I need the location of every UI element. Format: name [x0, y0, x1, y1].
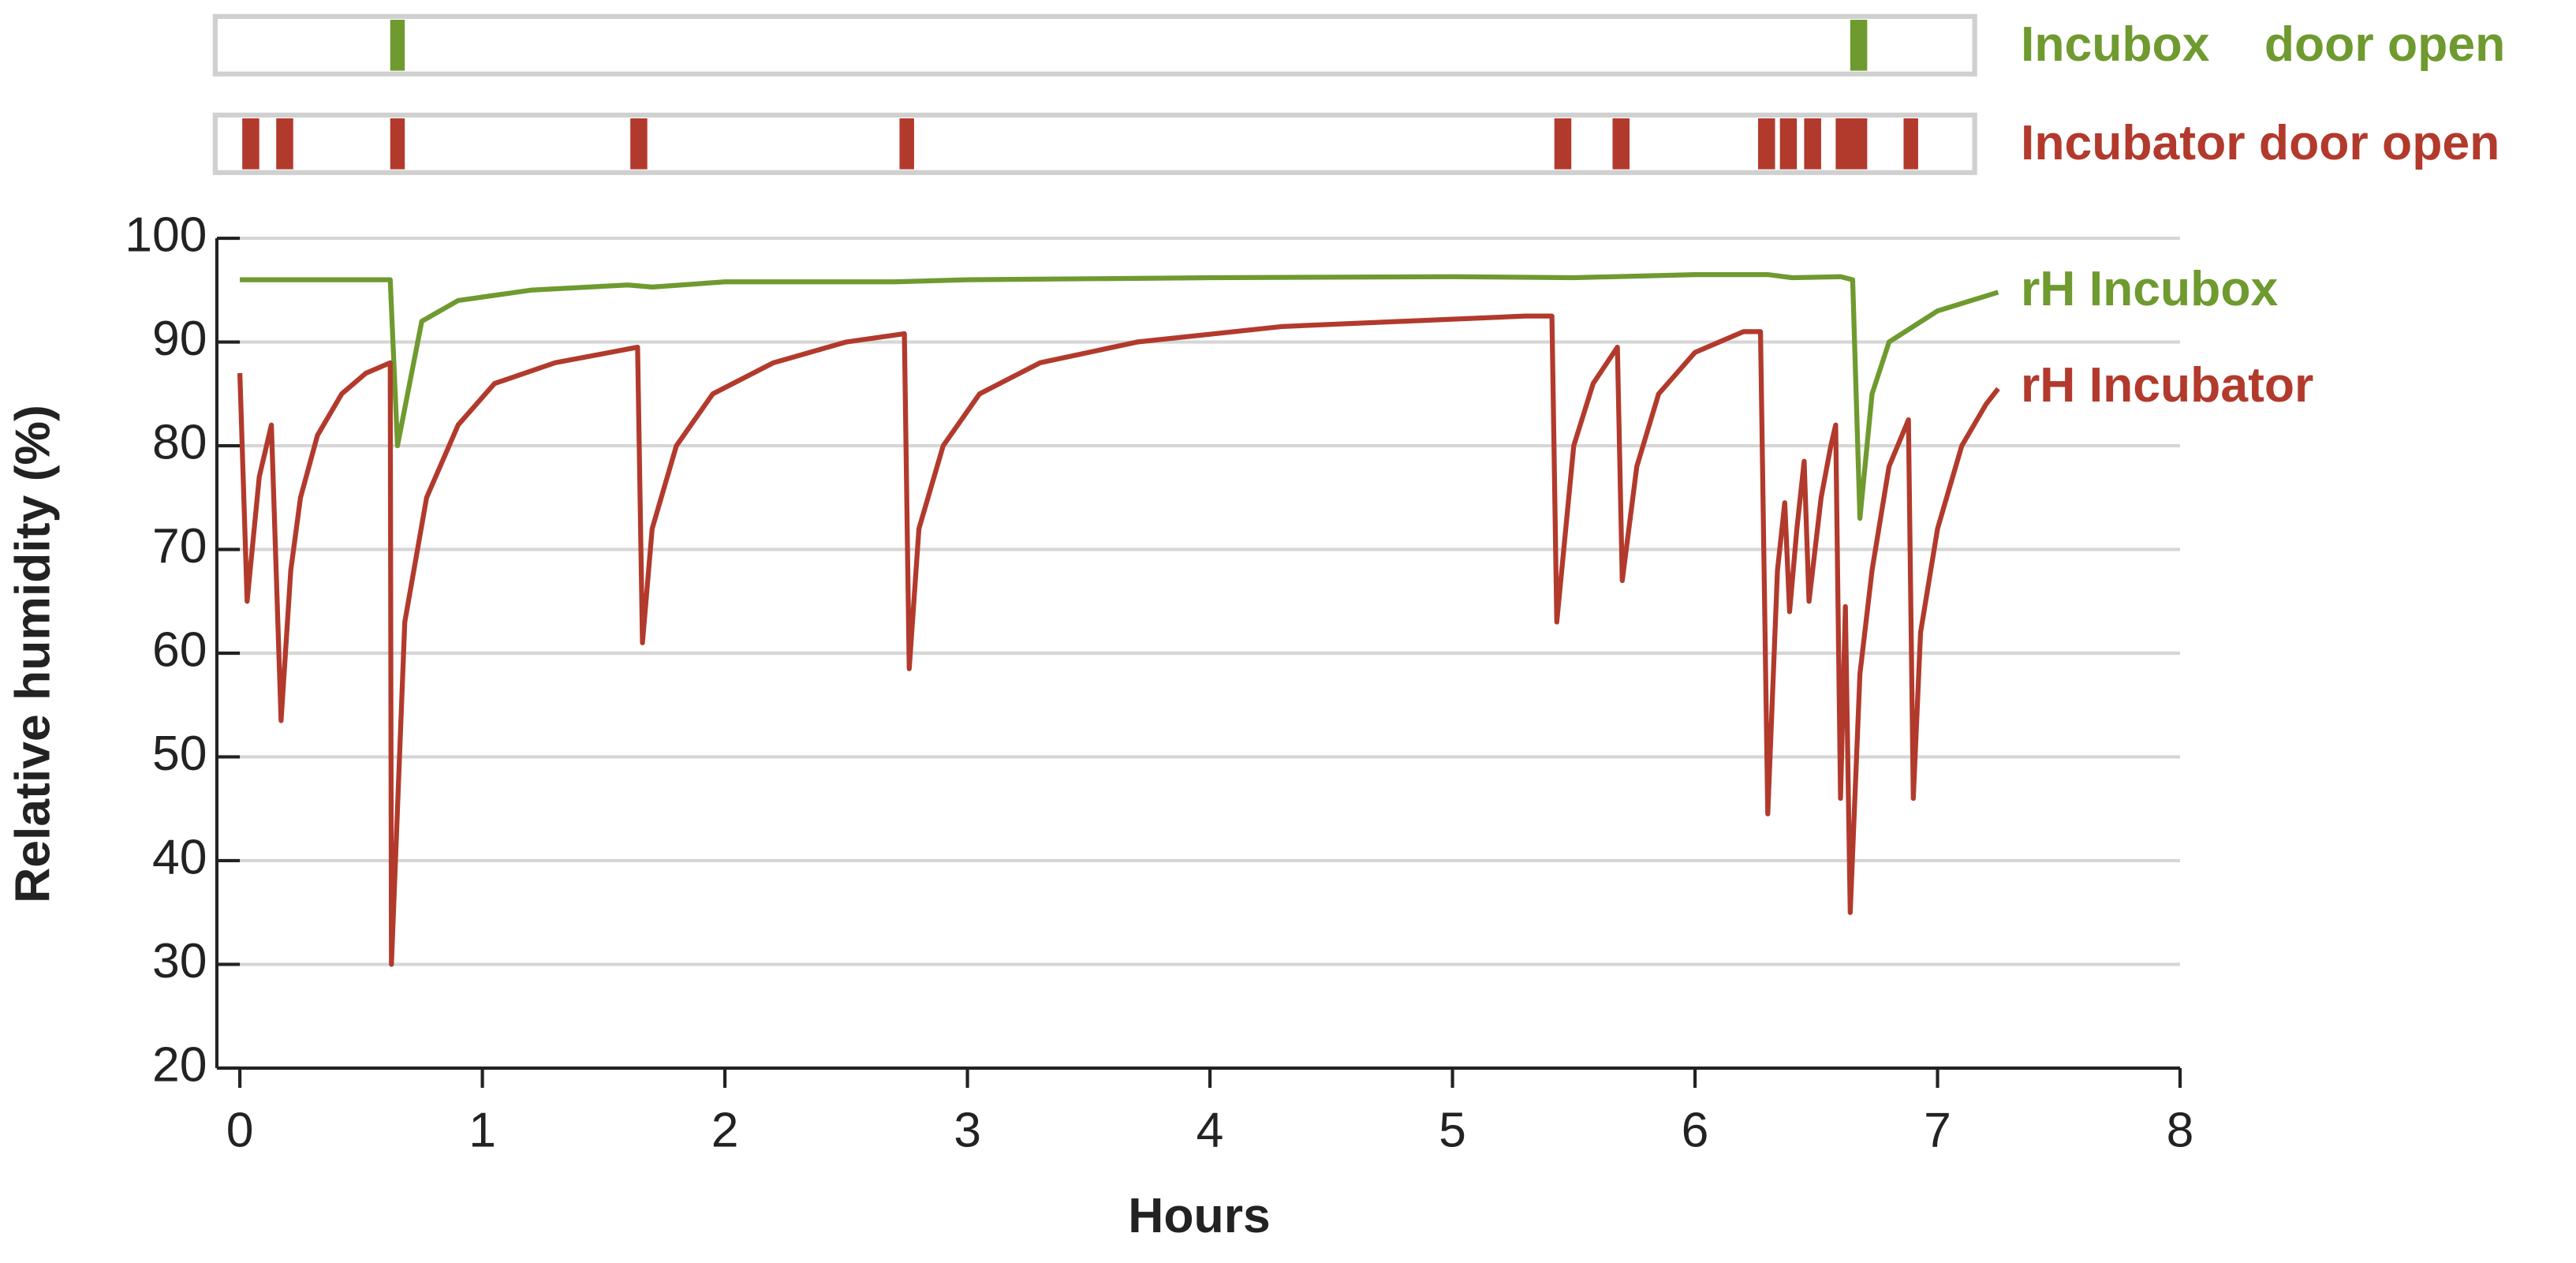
line: [237, 313, 2000, 967]
event-bar: [1779, 118, 1798, 170]
x-tick-label: 3: [954, 1103, 981, 1158]
event-strip: [212, 112, 1977, 175]
x-tick-label: 0: [226, 1103, 254, 1158]
y-tick-label: 90: [152, 311, 207, 366]
event-bar: [630, 118, 648, 170]
event-bar: [899, 118, 914, 170]
line: [240, 271, 1999, 521]
x-tick-label: 5: [1439, 1103, 1466, 1158]
y-axis-title: Relative humidity (%): [5, 405, 60, 903]
event-bar: [242, 118, 259, 170]
legend-label: rH Incubator: [2021, 357, 2313, 413]
y-tick-label: 80: [152, 415, 207, 470]
x-tick-label: 6: [1682, 1103, 1709, 1158]
event-bar: [276, 118, 293, 170]
event-bar: [390, 20, 405, 71]
event-bar: [390, 118, 405, 170]
y-tick-label: 100: [125, 207, 207, 263]
y-tick-label: 60: [152, 622, 207, 677]
event-bar: [1554, 118, 1572, 170]
event-label: Incubator door open: [2021, 115, 2499, 170]
x-tick-label: 7: [1924, 1103, 1951, 1158]
event-label: Incubox door open: [2021, 17, 2505, 72]
x-axis-title: Hours: [1128, 1188, 1270, 1243]
event-bar: [1850, 20, 1868, 71]
x-tick-label: 4: [1197, 1103, 1224, 1158]
y-tick-label: 30: [152, 933, 207, 988]
event-bar: [1835, 118, 1868, 170]
x-tick-label: 8: [2167, 1103, 2194, 1158]
y-tick-label: 40: [152, 829, 207, 884]
event-bar: [1757, 118, 1775, 170]
x-tick-label: 2: [711, 1103, 739, 1158]
x-tick-label: 1: [469, 1103, 496, 1158]
y-tick-label: 20: [152, 1037, 207, 1092]
event-strip: [212, 13, 1977, 77]
event-bar: [1903, 118, 1918, 170]
event-bar: [1612, 118, 1630, 170]
legend-label: rH Incubox: [2021, 261, 2279, 316]
y-tick-label: 70: [152, 518, 207, 574]
y-tick-label: 50: [152, 726, 207, 781]
event-bar: [1804, 118, 1821, 170]
